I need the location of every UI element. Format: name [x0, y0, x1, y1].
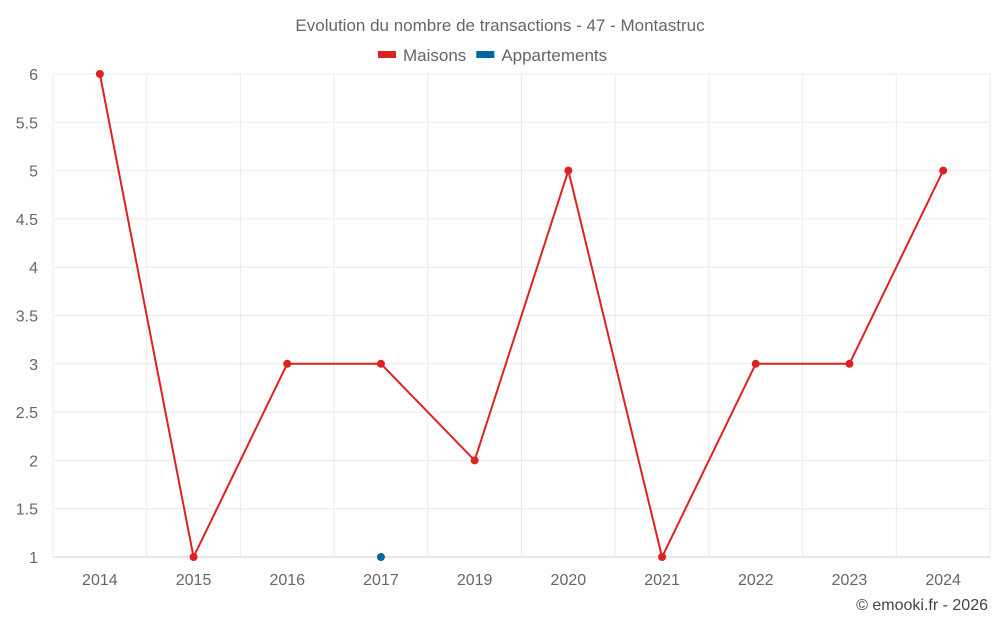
y-tick-label: 3 — [29, 357, 38, 374]
data-point-maisons — [95, 70, 104, 78]
legend-label: Maisons — [403, 46, 466, 65]
y-tick-label: 1.5 — [16, 502, 38, 519]
x-tick-label: 2019 — [457, 572, 493, 589]
credit: © emooki.fr - 2026 — [856, 597, 988, 614]
chart-title: Evolution du nombre de transactions - 47… — [295, 16, 705, 35]
y-tick-label: 6 — [29, 67, 38, 84]
legend-swatch — [476, 51, 495, 58]
y-tick-label: 5 — [29, 164, 38, 181]
y-tick-label: 1 — [29, 550, 38, 567]
y-tick-label: 2.5 — [16, 405, 38, 422]
x-tick-label: 2017 — [363, 572, 399, 589]
x-tick-label: 2020 — [551, 572, 587, 589]
data-point-maisons — [470, 456, 479, 465]
x-tick-label: 2016 — [269, 572, 305, 589]
legend-swatch — [378, 51, 396, 58]
data-point-maisons — [283, 359, 292, 368]
x-tick-label: 2024 — [925, 572, 961, 589]
x-tick-label: 2014 — [82, 572, 118, 589]
x-tick-label: 2015 — [176, 572, 212, 589]
series-line-maisons — [98, 73, 945, 561]
y-tick-label: 4 — [29, 260, 38, 277]
legend-label: Appartements — [501, 46, 607, 65]
y-tick-label: 2 — [29, 453, 38, 470]
data-point-appartements — [376, 553, 385, 561]
series-layer — [95, 70, 948, 561]
y-tick-label: 5.5 — [16, 115, 38, 132]
data-point-maisons — [376, 359, 385, 368]
x-axis: 2014 2015 2016 2017 2019 2020 2021 2022 2023 2024 — [82, 572, 961, 589]
x-tick-label: 2021 — [644, 572, 680, 589]
data-point-maisons — [845, 359, 854, 368]
data-point-maisons — [189, 553, 198, 561]
data-point-maisons — [564, 166, 573, 175]
y-axis: 1 1.5 2 2.5 3 3.5 4 4.5 5 5.5 6 — [16, 67, 38, 567]
data-point-maisons — [751, 359, 760, 368]
y-tick-label: 4.5 — [16, 212, 38, 229]
x-tick-label: 2023 — [832, 572, 868, 589]
data-point-maisons — [939, 166, 948, 175]
x-tick-label: 2022 — [738, 572, 774, 589]
legend: Maisons Appartements — [378, 46, 607, 65]
data-point-maisons — [658, 553, 667, 561]
y-tick-label: 3.5 — [16, 309, 38, 326]
